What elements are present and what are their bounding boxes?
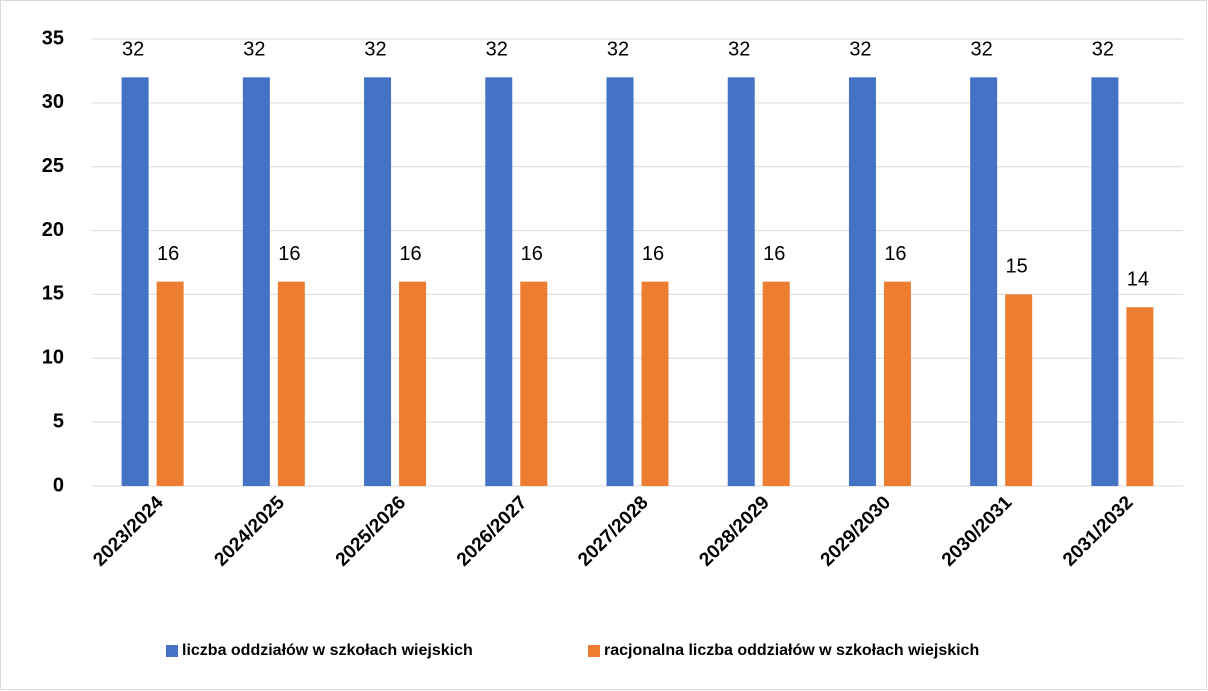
y-tick-label: 5 xyxy=(53,410,64,432)
y-tick-label: 0 xyxy=(53,474,64,496)
bar xyxy=(641,281,669,486)
bar xyxy=(1091,77,1119,487)
bar xyxy=(242,77,270,487)
y-tick-label: 25 xyxy=(42,155,64,177)
bar xyxy=(970,77,998,487)
bar xyxy=(848,77,876,487)
bar xyxy=(520,281,548,486)
data-label: 16 xyxy=(399,243,421,265)
data-label: 32 xyxy=(849,39,871,61)
data-label: 15 xyxy=(1006,256,1028,278)
data-label: 16 xyxy=(763,243,785,265)
data-label: 16 xyxy=(157,243,179,265)
legend-swatch xyxy=(588,645,600,657)
legend-label: racjonalna liczba oddziałów w szkołach w… xyxy=(604,642,979,659)
data-label: 16 xyxy=(521,243,543,265)
data-label: 32 xyxy=(1092,39,1114,61)
bar xyxy=(762,281,790,486)
bar xyxy=(485,77,513,487)
bar xyxy=(277,281,305,486)
bar xyxy=(364,77,392,487)
y-tick-label: 30 xyxy=(42,91,64,113)
data-label: 32 xyxy=(364,39,386,61)
bar xyxy=(606,77,634,487)
data-label: 32 xyxy=(486,39,508,61)
bar xyxy=(883,281,911,486)
y-tick-label: 20 xyxy=(42,219,64,241)
legend-swatch xyxy=(166,645,178,657)
bar xyxy=(727,77,755,487)
legend-label: liczba oddziałów w szkołach wiejskich xyxy=(182,642,473,659)
data-label: 32 xyxy=(122,39,144,61)
data-label: 16 xyxy=(884,243,906,265)
bar xyxy=(1005,294,1033,486)
y-tick-label: 10 xyxy=(42,347,64,369)
y-tick-label: 35 xyxy=(42,27,64,49)
data-label: 32 xyxy=(971,39,993,61)
data-label: 16 xyxy=(278,243,300,265)
data-label: 32 xyxy=(607,39,629,61)
bar xyxy=(156,281,184,486)
bar xyxy=(1126,307,1154,486)
data-label: 32 xyxy=(728,39,750,61)
y-tick-label: 15 xyxy=(42,283,64,305)
data-label: 32 xyxy=(243,39,265,61)
data-label: 16 xyxy=(642,243,664,265)
bar xyxy=(121,77,149,487)
data-label: 14 xyxy=(1127,268,1149,290)
bar xyxy=(399,281,427,486)
